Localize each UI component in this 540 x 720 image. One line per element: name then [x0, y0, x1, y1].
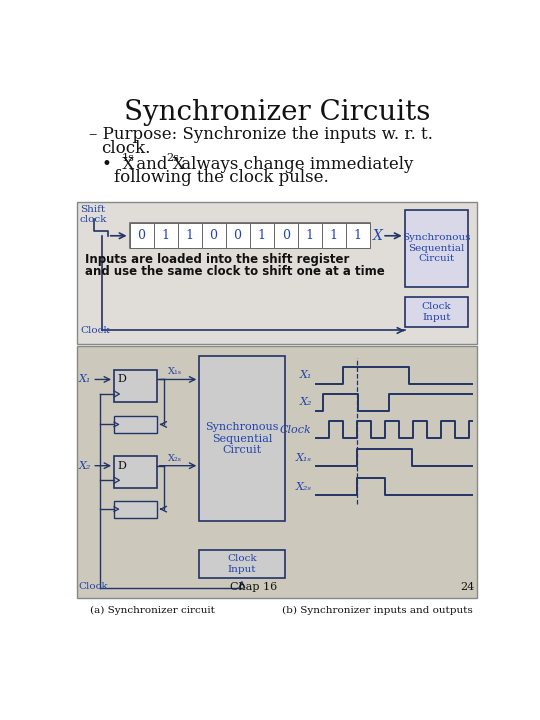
- Text: X₁: X₁: [78, 374, 91, 384]
- Text: (b) Synchronizer inputs and outputs: (b) Synchronizer inputs and outputs: [282, 606, 473, 616]
- Text: 1: 1: [161, 229, 170, 242]
- Text: 0: 0: [210, 229, 218, 242]
- Text: (a) Synchronizer circuit: (a) Synchronizer circuit: [90, 606, 215, 616]
- Bar: [178, 223, 201, 248]
- Text: 1: 1: [306, 229, 314, 242]
- Text: Synchronous
Sequential
Circuit: Synchronous Sequential Circuit: [402, 233, 471, 263]
- Bar: [249, 223, 274, 248]
- Text: and X: and X: [131, 156, 185, 173]
- Text: X₂: X₂: [78, 461, 91, 471]
- Text: Chap 16: Chap 16: [230, 582, 277, 593]
- Bar: [199, 550, 285, 577]
- Text: 1: 1: [330, 229, 338, 242]
- Bar: [114, 416, 157, 433]
- Text: D: D: [118, 461, 127, 471]
- Bar: [226, 223, 249, 248]
- Bar: [130, 223, 370, 248]
- Text: Inputs are loaded into the shift register: Inputs are loaded into the shift registe…: [85, 253, 349, 266]
- Text: Clock: Clock: [280, 425, 312, 435]
- Text: Clock
Input: Clock Input: [227, 554, 256, 574]
- Bar: [77, 346, 477, 598]
- Bar: [201, 223, 226, 248]
- Text: Shift
clock: Shift clock: [80, 205, 107, 225]
- Text: clock.: clock.: [102, 140, 151, 156]
- Bar: [199, 356, 285, 521]
- Text: 1s: 1s: [122, 153, 134, 163]
- Text: X₂: X₂: [299, 397, 312, 407]
- Bar: [322, 223, 346, 248]
- Text: •  X: • X: [102, 156, 134, 173]
- Bar: [298, 223, 322, 248]
- Text: Clock: Clock: [80, 326, 110, 335]
- Text: 0: 0: [138, 229, 145, 242]
- Text: X₂ₛ: X₂ₛ: [167, 454, 181, 463]
- Text: X: X: [373, 229, 383, 243]
- Bar: [77, 202, 477, 344]
- Text: 0: 0: [234, 229, 241, 242]
- Bar: [130, 223, 153, 248]
- Bar: [114, 370, 157, 402]
- Text: always change immediately: always change immediately: [176, 156, 414, 173]
- Bar: [346, 223, 370, 248]
- Text: 1: 1: [186, 229, 193, 242]
- Text: Clock: Clock: [78, 582, 108, 590]
- Text: X₂ₛ: X₂ₛ: [295, 482, 312, 492]
- Text: Synchronous
Sequential
Circuit: Synchronous Sequential Circuit: [205, 422, 279, 455]
- Text: X₁: X₁: [299, 370, 312, 380]
- Text: Synchronizer Circuits: Synchronizer Circuits: [124, 99, 430, 127]
- Bar: [114, 456, 157, 488]
- Bar: [404, 210, 468, 287]
- Text: D: D: [118, 374, 127, 384]
- Text: 0: 0: [282, 229, 289, 242]
- Text: X₁ₛ: X₁ₛ: [167, 367, 181, 377]
- Bar: [274, 223, 298, 248]
- Bar: [404, 297, 468, 327]
- Text: following the clock pulse.: following the clock pulse.: [114, 168, 329, 186]
- Text: 1: 1: [354, 229, 362, 242]
- Text: and use the same clock to shift one at a time: and use the same clock to shift one at a…: [85, 265, 384, 278]
- Text: – Purpose: Synchronize the inputs w. r. t.: – Purpose: Synchronize the inputs w. r. …: [89, 127, 433, 143]
- Text: 1: 1: [258, 229, 266, 242]
- Text: 24: 24: [460, 582, 474, 593]
- Bar: [153, 223, 178, 248]
- Text: 2s: 2s: [167, 153, 180, 163]
- Text: X₁ₛ: X₁ₛ: [295, 453, 312, 462]
- Text: Clock
Input: Clock Input: [422, 302, 451, 322]
- Bar: [114, 500, 157, 518]
